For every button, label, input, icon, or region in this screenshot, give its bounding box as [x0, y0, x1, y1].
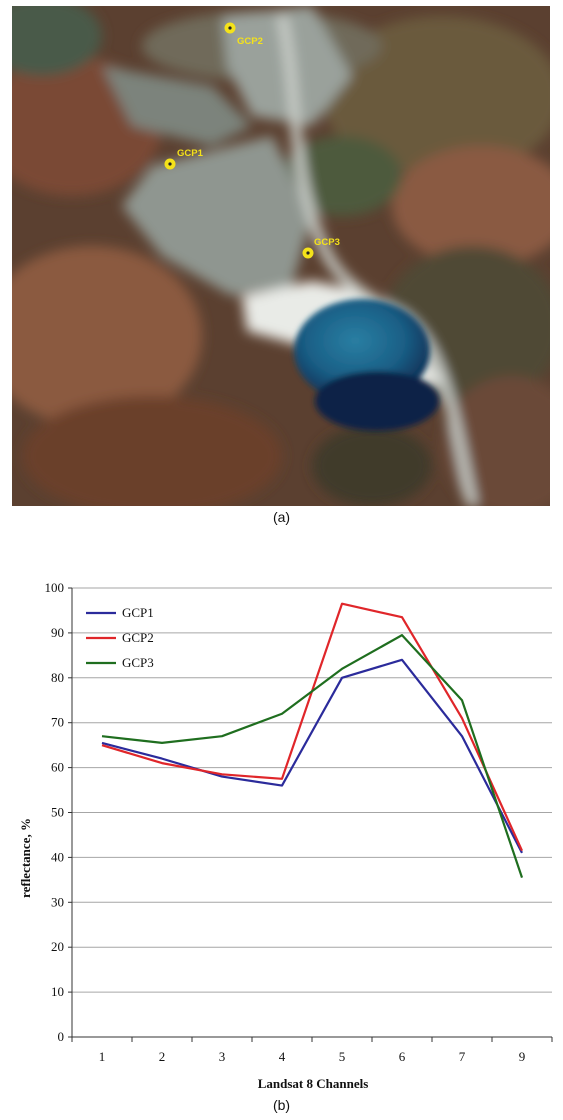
legend-label-gcp3: GCP3 — [122, 655, 154, 670]
series-line-gcp1 — [101, 658, 523, 854]
y-tick-label: 10 — [51, 984, 64, 999]
panel-a-caption: (a) — [272, 509, 291, 525]
y-axis-title: reflectance, % — [18, 818, 33, 898]
x-tick-label: 7 — [459, 1049, 466, 1064]
legend-label-gcp2: GCP2 — [122, 630, 154, 645]
x-axis-title: Landsat 8 Channels — [258, 1076, 369, 1091]
y-tick-label: 20 — [51, 939, 64, 954]
reflectance-chart: 0 10 20 30 40 50 60 70 80 90 100 1 2 3 4 5 6 7 9 GCP1 GCP2… — [18, 580, 553, 1091]
x-tick-label: 4 — [279, 1049, 286, 1064]
y-tick-label: 70 — [51, 715, 64, 730]
gcp-marker-gcp2: GCP2 — [224, 22, 263, 47]
x-tick-label: 5 — [339, 1049, 346, 1064]
x-tick-label: 1 — [99, 1049, 106, 1064]
svg-text:GCP2: GCP2 — [237, 36, 263, 47]
x-tick-label: 3 — [219, 1049, 226, 1064]
satellite-image: GCP2 GCP1 GCP3 — [12, 6, 550, 506]
legend-label-gcp1: GCP1 — [122, 605, 154, 620]
x-tick-label: 2 — [159, 1049, 166, 1064]
gcp-marker-gcp3: GCP3 — [302, 237, 340, 259]
x-tick-label: 9 — [519, 1049, 526, 1064]
y-tick-label: 90 — [51, 625, 64, 640]
y-tick-label: 50 — [51, 805, 64, 820]
svg-text:GCP3: GCP3 — [314, 237, 340, 248]
y-tick-label: 80 — [51, 670, 64, 685]
x-tick-label: 6 — [399, 1049, 406, 1064]
y-tick-label: 100 — [45, 580, 65, 595]
y-tick-label: 40 — [51, 849, 64, 864]
y-tick-label: 0 — [58, 1029, 65, 1044]
panel-b-caption: (b) — [272, 1097, 291, 1113]
gcp-marker-gcp1: GCP1 — [164, 148, 204, 170]
series-line-gcp2 — [101, 602, 524, 852]
svg-text:GCP1: GCP1 — [177, 148, 204, 159]
y-tick-label: 60 — [51, 760, 64, 775]
y-tick-label: 30 — [51, 894, 64, 909]
series-line-gcp3 — [101, 634, 524, 878]
